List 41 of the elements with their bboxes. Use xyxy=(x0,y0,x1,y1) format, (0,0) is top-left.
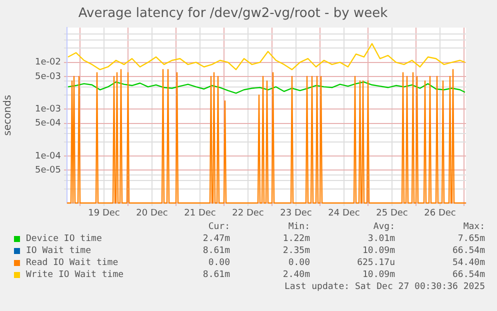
y-tick-label: 1e-03 xyxy=(35,104,61,115)
text: Last update: Sat Dec 27 00:30:36 2025 xyxy=(284,282,485,292)
legend-label: Device IO time xyxy=(26,234,102,244)
text: 3.01m xyxy=(368,234,395,244)
text: Min: xyxy=(288,222,310,232)
text: 7.65m xyxy=(458,234,485,244)
legend-label: IO Wait time xyxy=(26,246,92,256)
x-tick-label: 26 Dec xyxy=(424,208,456,219)
text: 1.22m xyxy=(282,234,310,244)
x-tick-label: 25 Dec xyxy=(376,208,408,219)
legend-label: Write IO Wait time xyxy=(26,270,124,280)
y-tick-label: 1e-04 xyxy=(35,151,62,162)
text: 8.61m xyxy=(202,246,230,256)
text: 0.00 xyxy=(208,258,230,268)
x-tick-label: 24 Dec xyxy=(328,208,360,219)
chart-title: Average latency for /dev/gw2-vg/root - by week xyxy=(78,6,388,22)
text: 66.54m xyxy=(452,270,485,280)
x-tick-label: 23 Dec xyxy=(280,208,312,219)
y-axis-title: seconds xyxy=(2,94,14,136)
legend-label: Read IO Wait time xyxy=(26,258,118,268)
text: Max: xyxy=(463,222,485,232)
x-tick-label: 19 Dec xyxy=(88,208,120,219)
x-tick-label: 22 Dec xyxy=(232,208,264,219)
x-tick-label: 20 Dec xyxy=(136,208,168,219)
text: 2.35m xyxy=(282,246,310,256)
y-tick-label: 5e-03 xyxy=(35,72,61,82)
text: 8.61m xyxy=(202,270,230,280)
text: 10.09m xyxy=(362,246,395,256)
text: 54.40m xyxy=(452,258,485,268)
x-tick-label: 21 Dec xyxy=(184,208,216,219)
text: 10.09m xyxy=(362,270,395,280)
y-tick-label: 1e-02 xyxy=(35,58,61,68)
text: 2.47m xyxy=(202,234,230,244)
text: 66.54m xyxy=(452,246,485,256)
text: 2.40m xyxy=(282,270,310,280)
y-tick-label: 5e-04 xyxy=(35,118,62,129)
text: 625.17u xyxy=(357,258,395,268)
text: 0.00 xyxy=(288,258,310,268)
y-tick-label: 5e-05 xyxy=(35,166,61,176)
text: Cur: xyxy=(208,222,230,232)
text: Avg: xyxy=(373,222,395,232)
